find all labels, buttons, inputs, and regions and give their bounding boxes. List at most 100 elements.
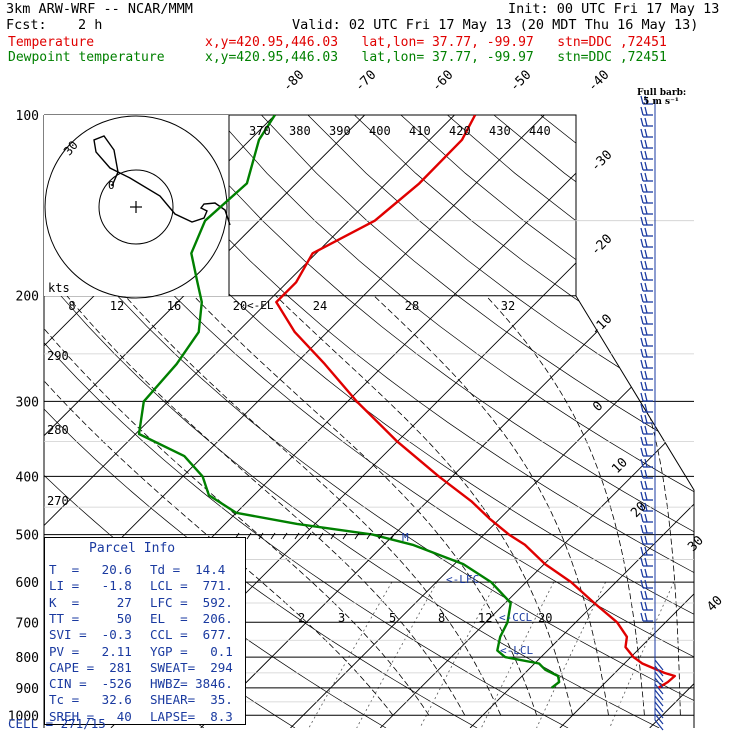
dry-adiabat (633, 115, 694, 728)
dry-adiabat (307, 115, 694, 728)
theta-label: 440 (529, 124, 551, 138)
wind-barb (640, 128, 653, 138)
dry-adiabat (586, 115, 694, 728)
moist-adiabat (275, 295, 573, 716)
dry-adiabat (121, 115, 694, 728)
mixing-ratio-line (419, 581, 497, 728)
wind-barb (640, 546, 653, 556)
parcel-info-left: LI = -1.8 (49, 578, 132, 594)
pressure-label: 1000 (8, 709, 39, 724)
pressure-label: 700 (16, 616, 39, 631)
level-tick (378, 532, 384, 540)
moist-adiabat (598, 295, 681, 716)
wind-barb (654, 665, 664, 677)
isotherm-label: 30 (685, 533, 707, 555)
mixing-ratio-label: 3 (338, 611, 345, 625)
parcel-info-left: CIN = -526 (49, 676, 132, 692)
isotherm-line (379, 115, 694, 728)
forecast-label: Fcst: (6, 17, 47, 33)
pressure-label: 400 (16, 470, 39, 485)
dewpoint-legend: Dewpoint temperature (8, 50, 165, 65)
level-tick (342, 532, 348, 540)
parcel-info-left: K = 27 (49, 594, 132, 610)
wind-barb (640, 183, 653, 193)
wind-barb (640, 568, 653, 578)
wind-barb (654, 707, 664, 719)
temperature-line (275, 115, 676, 689)
parcel-info-panel: Parcel Info T = 20.6 Td = 14.4 LI = -1.8 LC… (44, 537, 246, 725)
wind-barb (640, 392, 653, 402)
moist-adiabat (373, 295, 609, 716)
wind-barb (640, 95, 653, 105)
isotherm-label: -80 (280, 68, 307, 95)
theta-label: 420 (449, 124, 471, 138)
speed-label: 20 (233, 299, 247, 313)
wind-barb (640, 216, 653, 226)
parcel-info-left: CAPE = 281 (49, 659, 132, 675)
wind-barb (640, 414, 653, 424)
isotherm-line (649, 115, 694, 728)
parcel-info-left: SREH = 40 (49, 708, 132, 724)
level-tick (390, 532, 396, 540)
annotation-label: <-LFC (446, 573, 479, 586)
wind-barb (640, 271, 653, 281)
theta-label: 400 (369, 124, 391, 138)
wind-barb (654, 713, 664, 725)
wind-barb (640, 315, 653, 325)
dry-adiabat (540, 115, 694, 728)
parcel-info-right: LAPSE= 8.3 (150, 708, 233, 724)
isotherm-label: -70 (352, 68, 379, 95)
mixing-ratio-line (308, 581, 393, 728)
wind-barb (640, 579, 653, 589)
mixing-ratio-lines (308, 581, 675, 728)
mixing-ratio-line (480, 581, 555, 728)
wind-barb (640, 513, 653, 523)
height-label: 290 (47, 349, 69, 363)
theta-label: 390 (329, 124, 351, 138)
wind-barb (640, 150, 653, 160)
wind-barb (640, 106, 653, 116)
parcel-info-right: CCL = 677. (150, 627, 233, 643)
isotherm-label: -30 (588, 148, 615, 175)
temperature-legend: Temperature (8, 35, 95, 50)
speed-label: 16 (167, 299, 181, 313)
annotation-label: M (402, 531, 409, 544)
mixing-ratio-label: 8 (438, 611, 445, 625)
wind-barb (640, 139, 653, 149)
wind-barb (654, 659, 664, 671)
level-tick (282, 532, 288, 540)
isotherm-label: 20 (628, 499, 650, 521)
speed-label: 32 (501, 299, 515, 313)
wind-barb (640, 502, 653, 512)
dry-adiabat (75, 115, 694, 728)
wind-barb (640, 403, 653, 413)
barb-note-2: 5 m s⁻¹ (643, 97, 679, 107)
isotherm-line (44, 115, 365, 728)
wind-barb (640, 205, 653, 215)
level-tick (330, 532, 336, 540)
pressure-label: 900 (16, 682, 39, 697)
barb-note-1: Full barb: (637, 88, 687, 98)
parcel-info-right: Td = 14.4 (150, 562, 226, 577)
wind-barb (640, 480, 653, 490)
level-tick (246, 532, 252, 540)
hodograph-unit: kts (48, 281, 70, 295)
hodograph-trace (93, 135, 231, 226)
wind-barb (640, 381, 653, 391)
isotherm-label: -40 (585, 68, 612, 95)
parcel-info-left: PV = 2.11 (49, 643, 132, 659)
level-tick (354, 532, 360, 540)
wind-barb (640, 469, 653, 479)
wind-barb (640, 458, 653, 468)
wind-barb (640, 436, 653, 446)
parcel-info-right: EL = 206. (150, 610, 233, 626)
cell-motion: CELL = 271/15 (8, 716, 106, 731)
level-tick (318, 532, 324, 540)
pressure-label: 800 (16, 651, 39, 666)
wind-barb (640, 326, 653, 336)
wind-barb (640, 227, 653, 237)
isotherm-label: 40 (704, 593, 726, 615)
pressure-label: 100 (16, 109, 39, 124)
wind-barb (640, 117, 653, 127)
